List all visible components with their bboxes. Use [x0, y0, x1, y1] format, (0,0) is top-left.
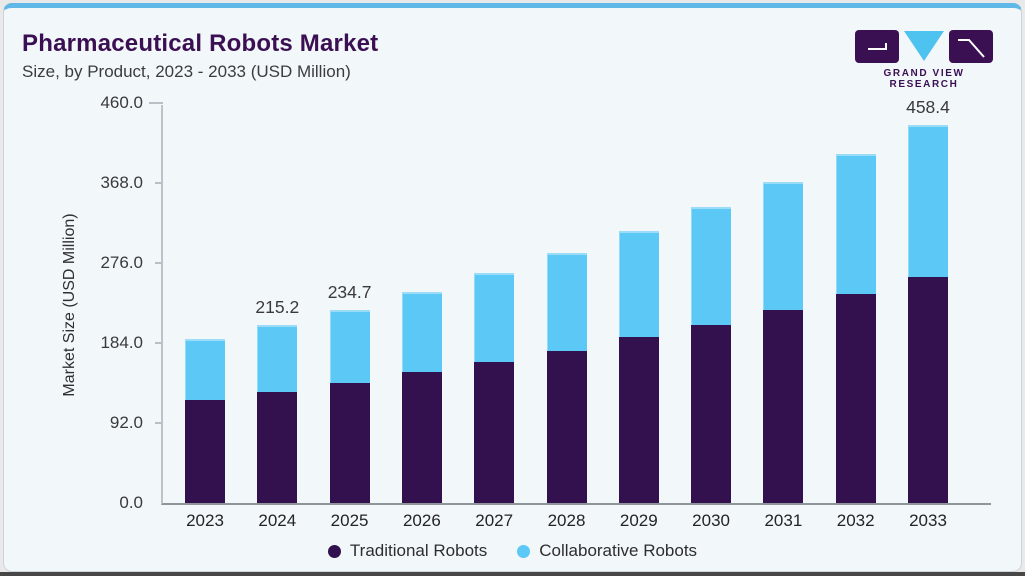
bar-segment-traditional-2033 — [908, 277, 948, 503]
bar-segment-collaborative-2026 — [401, 292, 442, 372]
bar-segment-collaborative-2027 — [474, 273, 515, 362]
legend-dot-icon — [327, 544, 341, 558]
legend-dot-icon — [517, 544, 531, 558]
bar-2031 — [763, 182, 804, 503]
legend: Traditional Robots Collaborative Robots — [4, 541, 1021, 561]
x-tick-label-2027: 2027 — [475, 511, 514, 530]
bottom-border — [0, 572, 1025, 576]
bar-segment-traditional-2023 — [185, 400, 225, 503]
bar-segment-traditional-2030 — [691, 325, 732, 503]
bar-segment-traditional-2028 — [546, 351, 587, 503]
y-tick-label: 92.0 — [109, 413, 143, 432]
bar-segment-traditional-2029 — [618, 337, 659, 503]
y-tick-label: 368.0 — [100, 173, 143, 192]
bar-2032 — [835, 154, 876, 503]
bar-segment-traditional-2027 — [474, 362, 515, 503]
bar-2029 — [618, 231, 659, 503]
data-label-2024: 215.2 — [255, 297, 300, 317]
gvr-logo: GRAND VIEW RESEARCH — [849, 30, 999, 90]
logo-g-icon — [855, 30, 899, 63]
bar-segment-collaborative-2029 — [618, 231, 659, 337]
bar-segment-traditional-2026 — [401, 372, 442, 503]
data-label-2025: 234.7 — [327, 282, 372, 302]
gvr-logo-shapes — [849, 30, 999, 64]
chart-card: Pharmaceutical Robots Market Size, by Pr… — [3, 3, 1022, 572]
y-tick-label: 276.0 — [100, 253, 143, 272]
y-tick-label: 460.0 — [100, 93, 143, 112]
bar-segment-traditional-2031 — [763, 310, 804, 503]
legend-item-collaborative-robots: Collaborative Robots — [517, 541, 697, 561]
y-tick-label: 184.0 — [100, 333, 143, 352]
logo-v-triangle-icon — [904, 31, 944, 61]
y-tick-mark — [155, 422, 163, 424]
bar-2025 — [329, 310, 370, 503]
x-tick-label-2026: 2026 — [402, 511, 441, 530]
bar-segment-collaborative-2025 — [329, 310, 370, 383]
logo-r-icon — [949, 30, 993, 63]
bar-segment-collaborative-2028 — [546, 253, 587, 351]
logo-text: GRAND VIEW RESEARCH — [883, 68, 965, 90]
x-tick-label-2025: 2025 — [330, 511, 369, 530]
x-tick-label-2023: 2023 — [186, 511, 224, 530]
x-tick-label-2028: 2028 — [547, 511, 586, 530]
data-label-2033: 458.4 — [906, 97, 950, 117]
bar-2026 — [401, 292, 442, 503]
x-tick-label-2024: 2024 — [258, 511, 297, 530]
bar-segment-traditional-2032 — [835, 294, 876, 503]
bar-2028 — [546, 253, 587, 503]
y-tick-mark — [149, 102, 163, 104]
bar-2027 — [474, 273, 515, 503]
chart-title: Pharmaceutical Robots Market — [22, 30, 379, 57]
bar-segment-collaborative-2032 — [835, 154, 876, 294]
y-tick-mark — [155, 262, 163, 264]
bar-segment-collaborative-2030 — [691, 207, 732, 325]
y-axis-title: Market Size (USD Million) — [61, 213, 78, 397]
bar-segment-collaborative-2033 — [908, 125, 948, 277]
bar-2024 — [257, 325, 298, 503]
bar-2023 — [185, 339, 225, 503]
bar-segment-traditional-2025 — [329, 383, 370, 503]
y-tick-label: 0.0 — [119, 493, 143, 512]
x-tick-label-2031: 2031 — [764, 511, 803, 530]
y-tick-mark — [155, 342, 163, 344]
y-tick-mark — [155, 182, 163, 184]
legend-label: Traditional Robots — [349, 541, 488, 560]
chart-subtitle: Size, by Product, 2023 - 2033 (USD Milli… — [22, 62, 351, 81]
bar-segment-collaborative-2024 — [257, 325, 298, 392]
x-tick-label-2032: 2032 — [836, 511, 875, 530]
x-tick-label-2033: 2033 — [909, 511, 947, 530]
x-tick-label-2029: 2029 — [619, 511, 658, 530]
legend-item-traditional-robots: Traditional Robots — [327, 541, 488, 561]
bar-2030 — [691, 207, 732, 503]
bar-2033 — [908, 125, 948, 503]
plot-area: 0.0 92.0 184.0 276.0 368.0 460.0 2023 2024 215.2… — [100, 93, 991, 530]
x-tick-label-2030: 2030 — [692, 511, 730, 530]
bar-segment-collaborative-2023 — [185, 339, 225, 400]
bar-segment-collaborative-2031 — [763, 182, 804, 310]
bar-segment-traditional-2024 — [257, 392, 298, 503]
legend-label: Collaborative Robots — [539, 541, 698, 560]
